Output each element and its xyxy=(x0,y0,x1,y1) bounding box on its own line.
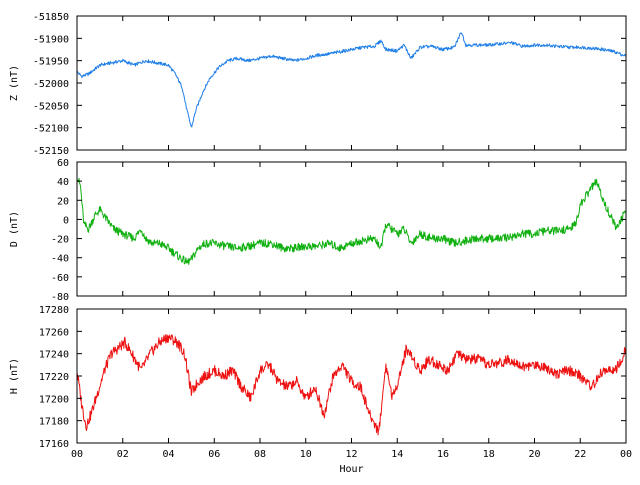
panel-1-ytick-label: -40 xyxy=(51,254,69,265)
xtick-label: 22 xyxy=(574,449,586,460)
panel-2-ytick-label: 17180 xyxy=(39,417,69,428)
panel-1-ytick-label: 0 xyxy=(63,215,69,226)
xtick-label: 00 xyxy=(620,449,632,460)
panel-2-ytick-label: 17220 xyxy=(39,372,69,383)
panel-2-ytick-label: 17240 xyxy=(39,350,69,361)
panel-2-ytick-label: 17260 xyxy=(39,327,69,338)
panel-0-ytick-label: -51850 xyxy=(33,12,69,23)
panel-0-ylabel: Z (nT) xyxy=(9,65,20,101)
panel-0-ytick-label: -52100 xyxy=(33,124,69,135)
panel-1-ytick-label: 60 xyxy=(57,158,69,169)
xtick-label: 10 xyxy=(300,449,312,460)
xtick-label: 16 xyxy=(437,449,449,460)
panel-0-trace xyxy=(76,32,627,128)
xtick-label: 18 xyxy=(483,449,495,460)
panel-1-ylabel: D (nT) xyxy=(9,211,20,247)
panel-2-ytick-label: 17160 xyxy=(39,439,69,450)
panel-1-ytick-label: -20 xyxy=(51,235,69,246)
xtick-label: 20 xyxy=(528,449,540,460)
panel-2-ytick-label: 17200 xyxy=(39,394,69,405)
panel-1-ytick-label: -60 xyxy=(51,273,69,284)
panel-1-ytick-label: 40 xyxy=(57,177,69,188)
xtick-label: 04 xyxy=(162,449,174,460)
xtick-label: 02 xyxy=(117,449,129,460)
panel-2-ytick-label: 17280 xyxy=(39,305,69,316)
panel-2-trace xyxy=(76,334,627,436)
panel-0-frame xyxy=(76,15,627,151)
panel-0-ytick-label: -52050 xyxy=(33,101,69,112)
xtick-label: 00 xyxy=(71,449,83,460)
panel-1-ytick-label: 20 xyxy=(57,196,69,207)
panel-1-trace xyxy=(76,177,627,265)
xtick-label: 12 xyxy=(345,449,357,460)
panel-2-ylabel: H (nT) xyxy=(9,358,20,394)
panel-1-ytick-label: -80 xyxy=(51,292,69,303)
panel-0-ytick-label: -52150 xyxy=(33,146,69,157)
xtick-label: 14 xyxy=(391,449,403,460)
xtick-label: 06 xyxy=(208,449,220,460)
panel-0-ytick-label: -51950 xyxy=(33,57,69,68)
x-axis-label: Hour xyxy=(339,464,363,475)
xtick-label: 08 xyxy=(254,449,266,460)
panel-0-ytick-label: -52000 xyxy=(33,79,69,90)
panel-0-ytick-label: -51900 xyxy=(33,34,69,45)
